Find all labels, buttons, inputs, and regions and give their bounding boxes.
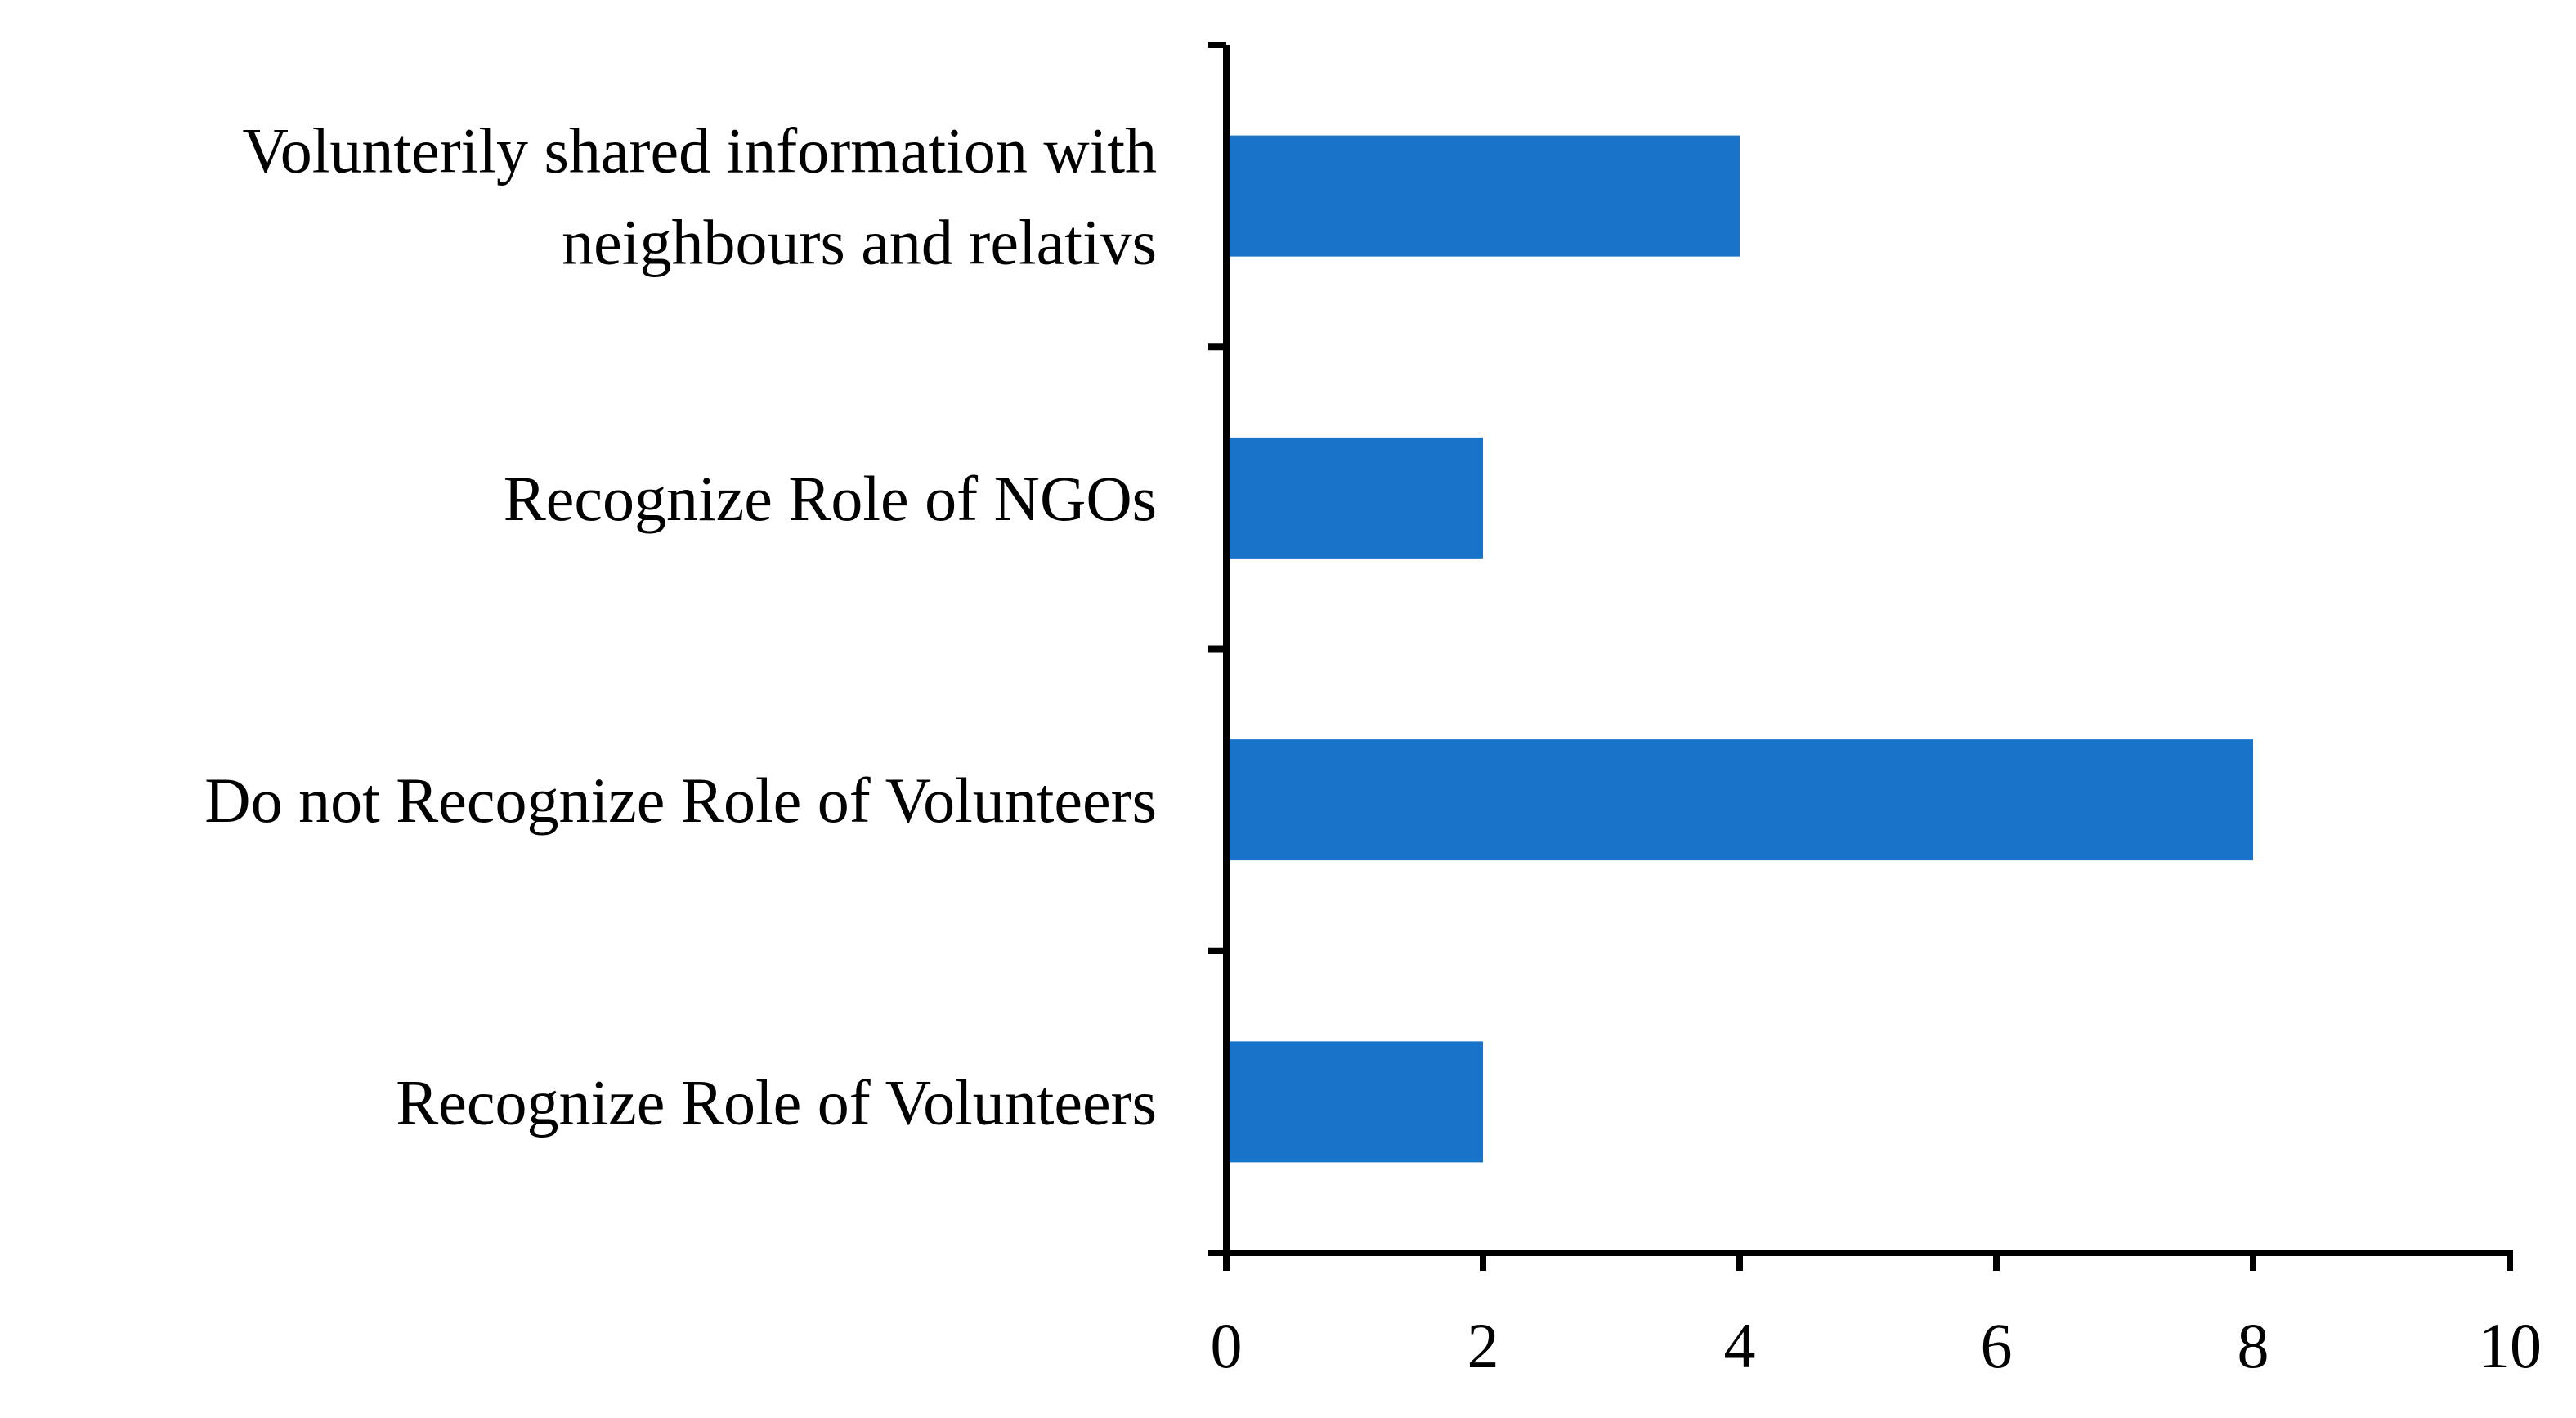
bar-2 [1226, 437, 1483, 559]
bars-group [1226, 135, 2253, 1163]
x-tick-label-6: 6 [1981, 1310, 2013, 1381]
axes-group [1208, 42, 2513, 1271]
x-tick-label-2: 2 [1467, 1310, 1499, 1381]
x-tick-label-10: 10 [2478, 1310, 2542, 1381]
category-label-1-line-2: neighbours and relativs [562, 207, 1157, 278]
category-label-1-line-1: Volunterily shared information with [242, 115, 1157, 186]
bar-4 [1226, 1041, 1483, 1163]
x-tick-label-4: 4 [1724, 1310, 1756, 1381]
labels-group: Volunterily shared information with neigh… [204, 115, 2542, 1381]
bar-3 [1226, 739, 2253, 861]
category-label-3: Do not Recognize Role of Volunteers [204, 765, 1157, 836]
x-tick-label-0: 0 [1211, 1310, 1243, 1381]
x-tick-label-8: 8 [2238, 1310, 2269, 1381]
category-label-4: Recognize Role of Volunteers [396, 1066, 1157, 1138]
category-label-2: Recognize Role of NGOs [504, 463, 1157, 534]
bar-1 [1226, 135, 1740, 257]
